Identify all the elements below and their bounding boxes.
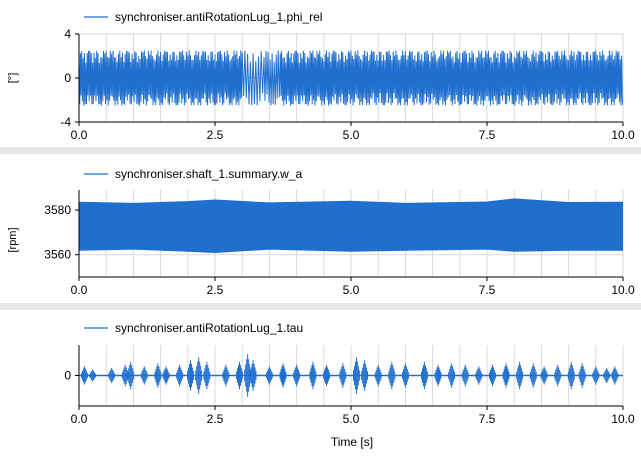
x-tick-label: 5.0 — [343, 412, 360, 426]
legend-label: synchroniser.antiRotationLug_1.tau — [115, 321, 303, 335]
y-tick-label: 0 — [64, 71, 71, 85]
legend-label: synchroniser.shaft_1.summary.w_a — [115, 167, 303, 181]
chart-panel-1: synchroniser.antiRotationLug_1.phi_rel 0.… — [7, 10, 635, 142]
x-tick-label: 10.0 — [611, 412, 635, 426]
x-tick-label: 0.0 — [71, 283, 88, 297]
plot-area — [79, 50, 623, 106]
panel-separator-1 — [0, 147, 641, 154]
series-line — [79, 50, 623, 106]
x-tick-label: 2.5 — [207, 412, 224, 426]
y-tick-label: 0 — [64, 369, 71, 383]
x-tick-label: 0.0 — [71, 128, 88, 142]
plot-area — [79, 354, 623, 397]
y-tick-label: -4 — [60, 115, 71, 129]
x-tick-label: 7.5 — [479, 283, 496, 297]
x-tick-label: 10.0 — [611, 128, 635, 142]
series-band — [79, 198, 623, 254]
chart-panel-2: synchroniser.shaft_1.summary.w_a 0.0 2.5 5.… — [7, 167, 635, 297]
x-tick-label: 2.5 — [207, 128, 224, 142]
x-tick-label: 7.5 — [479, 128, 496, 142]
x-tick-label: 0.0 — [71, 412, 88, 426]
chart-panel-3: synchroniser.antiRotationLug_1.tau 0.0 2.5… — [64, 321, 635, 426]
panel-separator-2 — [0, 303, 641, 310]
x-axis-title: Time [s] — [331, 435, 373, 449]
x-tick-label: 2.5 — [207, 283, 224, 297]
x-tick-label: 5.0 — [343, 283, 360, 297]
plot-area — [79, 198, 623, 254]
y-tick-label: 4 — [64, 27, 71, 41]
x-tick-label: 10.0 — [611, 283, 635, 297]
plot-panels: synchroniser.antiRotationLug_1.phi_rel 0.… — [7, 10, 635, 426]
x-tick-label: 7.5 — [479, 412, 496, 426]
y-tick-label: 3560 — [44, 248, 71, 262]
legend-label: synchroniser.antiRotationLug_1.phi_rel — [115, 10, 322, 24]
y-axis-label: [rpm] — [7, 227, 19, 252]
x-tick-label: 5.0 — [343, 128, 360, 142]
y-tick-label: 3580 — [44, 203, 71, 217]
y-axis-label: [°] — [7, 73, 19, 84]
